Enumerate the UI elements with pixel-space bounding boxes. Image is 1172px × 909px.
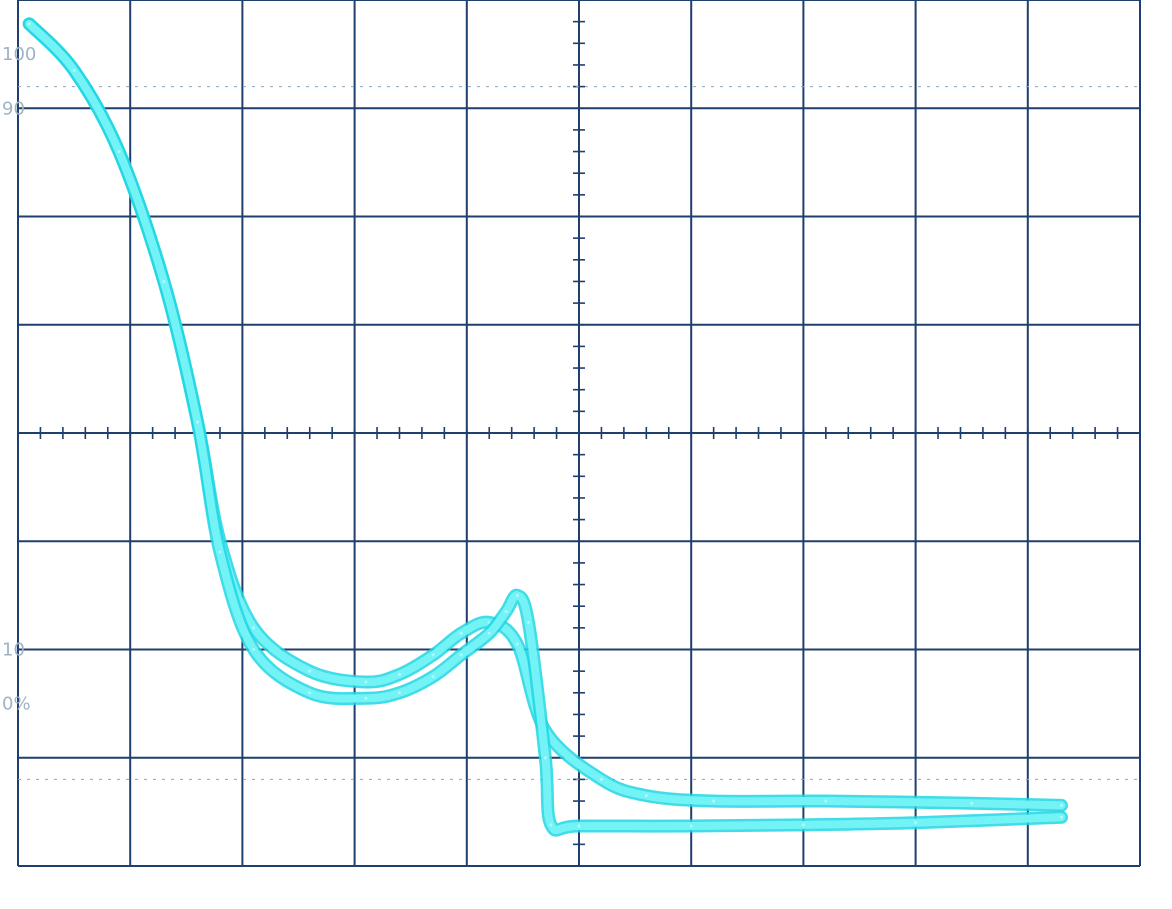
trace-point <box>543 756 547 760</box>
trace-point <box>397 691 401 695</box>
trace-point <box>431 653 435 657</box>
trace-point <box>712 799 716 803</box>
trace-point <box>487 631 491 635</box>
trace-point <box>364 696 368 700</box>
trace-point <box>549 823 553 827</box>
trace-point <box>364 680 368 684</box>
trace-point <box>218 550 222 554</box>
trace-point <box>459 631 463 635</box>
trace-point <box>824 799 828 803</box>
graticule-marker-label: 10 <box>2 640 25 661</box>
trace-point <box>397 672 401 676</box>
trace-point <box>599 777 603 781</box>
graticule-markers: 100 90 10 0% <box>2 44 36 715</box>
trace-point <box>914 821 918 825</box>
trace-point <box>577 824 581 828</box>
trace-point <box>431 675 435 679</box>
graticule-marker-label: 100 <box>2 44 36 65</box>
trace-glow <box>22 17 1068 812</box>
trace-point <box>27 22 31 26</box>
graticule-ticks <box>17 0 1141 867</box>
trace-point <box>689 824 693 828</box>
trace-point <box>644 794 648 798</box>
trace-point <box>252 626 256 630</box>
trace-point <box>1059 815 1063 819</box>
trace-point <box>252 648 256 651</box>
trace-point <box>527 620 531 624</box>
trace-glow <box>22 17 1068 837</box>
waveform-traces <box>22 17 1068 837</box>
trace-point <box>1059 803 1063 807</box>
trace-point <box>162 279 166 283</box>
trace-point <box>515 593 519 597</box>
trace-point <box>459 653 463 657</box>
trace-point <box>515 642 519 646</box>
trace-point <box>504 610 508 614</box>
trace-point <box>117 150 121 154</box>
graticule-marker-label: 0% <box>2 694 31 715</box>
trace-point <box>308 669 312 673</box>
trace-point <box>196 420 200 424</box>
trace-point <box>970 801 974 805</box>
trace-point <box>308 691 312 695</box>
trace-point <box>72 68 76 72</box>
trace-1 <box>25 19 1066 810</box>
graticule-marker-label: 90 <box>2 98 25 119</box>
trace-point <box>801 823 805 827</box>
